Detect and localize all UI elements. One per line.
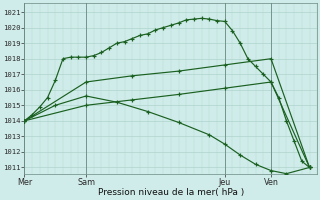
X-axis label: Pression niveau de la mer( hPa ): Pression niveau de la mer( hPa ) [98, 188, 244, 197]
